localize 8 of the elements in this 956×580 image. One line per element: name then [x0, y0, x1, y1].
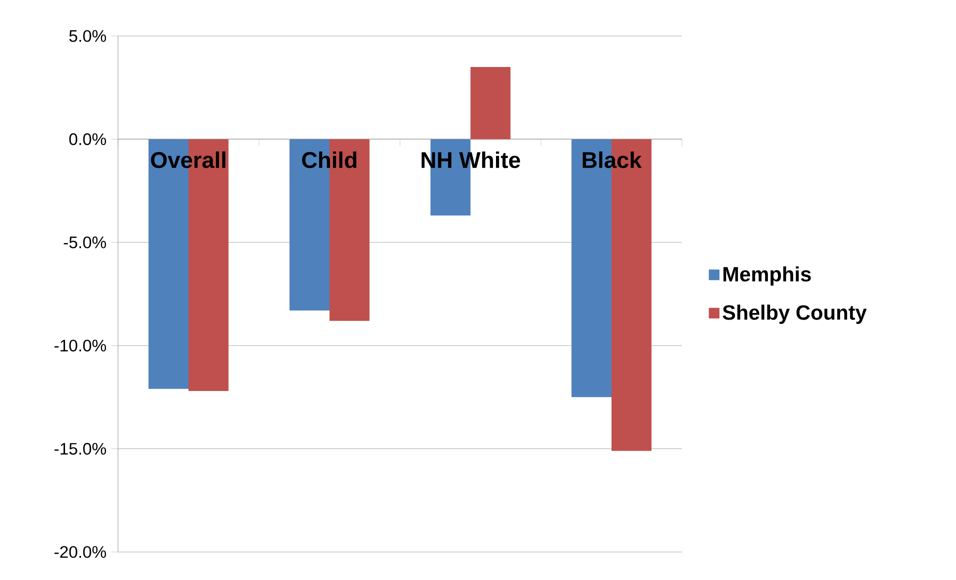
y-tick-label: -10.0% — [54, 340, 106, 352]
legend-label: Memphis — [723, 266, 811, 286]
legend-label: Shelby County — [722, 304, 867, 324]
y-tick-label: 0.0% — [69, 133, 106, 146]
y-tick-label: -15.0% — [54, 442, 106, 455]
y-tick-label: 5.0% — [69, 30, 106, 42]
y-tick-label: -5.0% — [64, 236, 106, 248]
y-tick-label: -20.0% — [54, 546, 106, 558]
